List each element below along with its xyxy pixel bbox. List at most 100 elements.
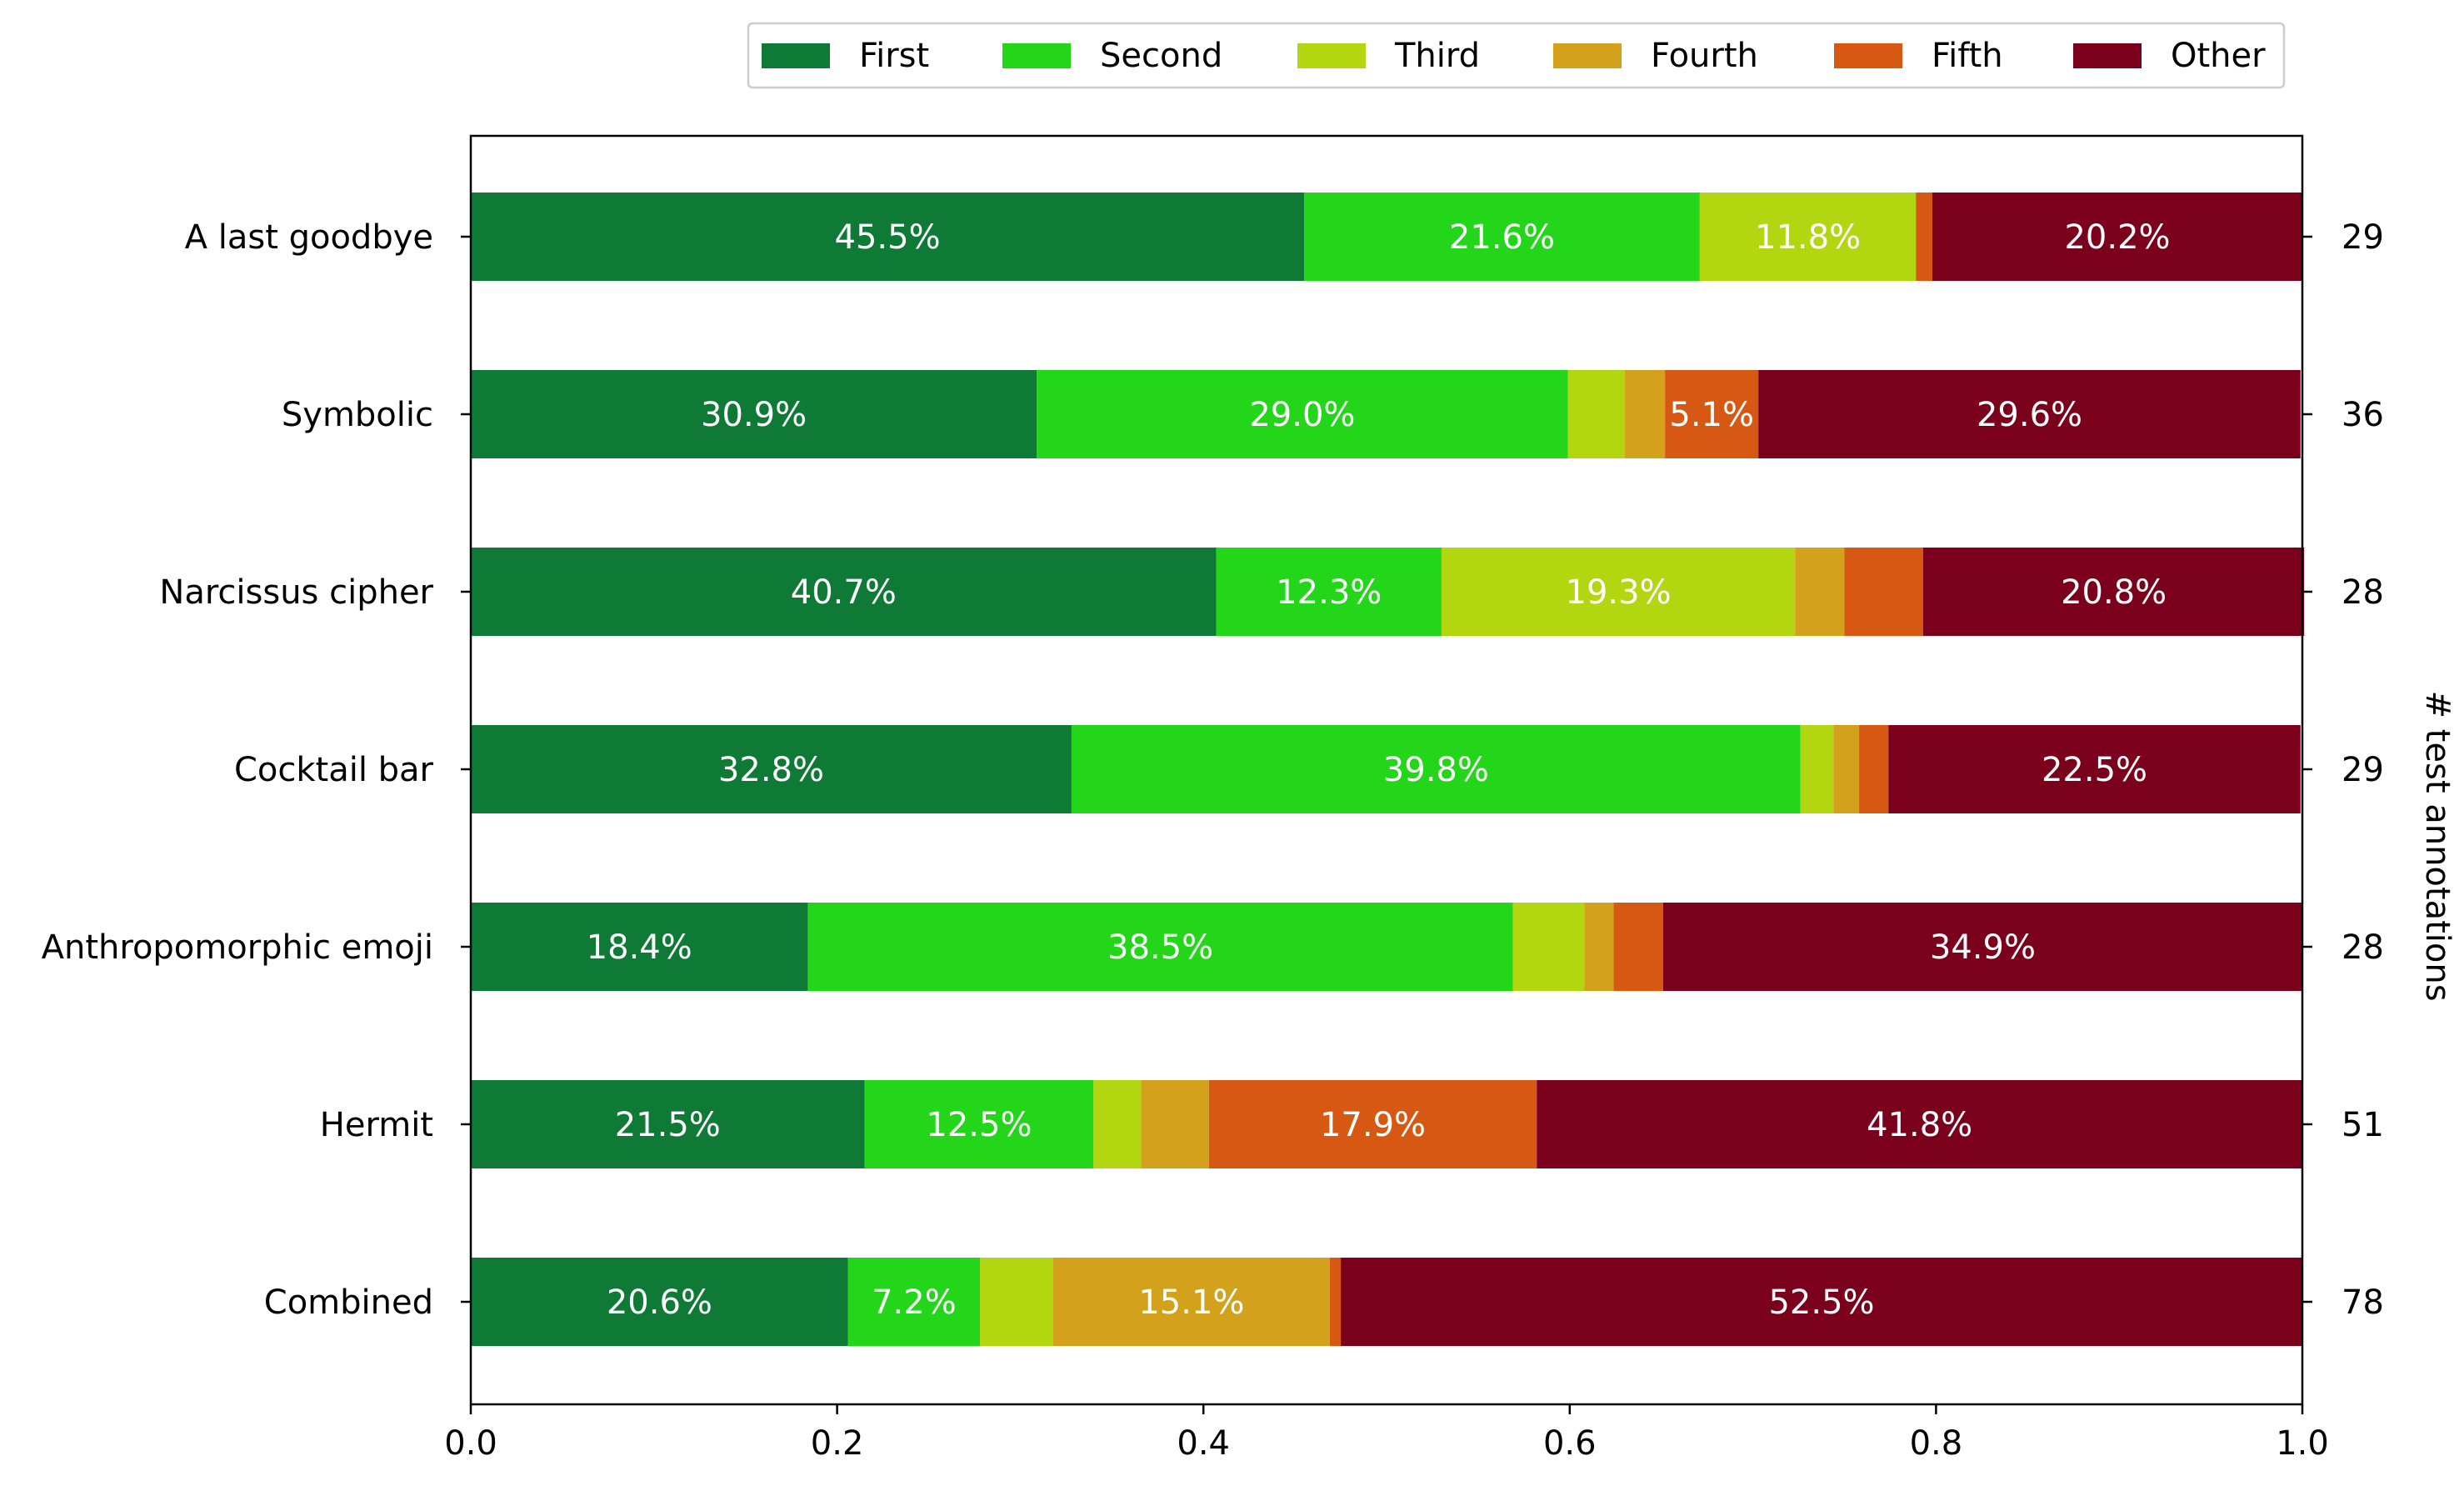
bar-a-last-goodbye-first — [471, 193, 1305, 281]
bar-anthropomorphic-emoji-fifth — [1613, 903, 1663, 991]
count-label-hermit: 51 — [2342, 1106, 2384, 1144]
bar-label-anthropomorphic-emoji-other: 34.9% — [1930, 928, 2036, 967]
x-tick-label: 0.8 — [1910, 1424, 1963, 1463]
bar-label-combined-other: 52.5% — [1768, 1283, 1874, 1322]
bar-hermit-fourth — [1141, 1080, 1209, 1168]
bar-symbolic-third — [1567, 370, 1625, 458]
legend-swatch-first — [762, 43, 830, 68]
bar-narcissus-cipher-second — [1216, 548, 1442, 636]
legend-swatch-fifth — [1834, 43, 1902, 68]
bar-label-a-last-goodbye-third: 11.8% — [1755, 218, 1861, 257]
bar-label-combined-fourth: 15.1% — [1138, 1283, 1244, 1322]
legend: First Second Third Fourth Fifth Other — [747, 22, 2286, 89]
legend-label-third: Third — [1394, 37, 1480, 75]
bar-label-combined-second: 7.2% — [872, 1283, 957, 1322]
bar-anthropomorphic-emoji-second — [807, 903, 1513, 991]
bar-combined-fourth — [1052, 1258, 1330, 1346]
bar-label-narcissus-cipher-first: 40.7% — [791, 573, 897, 612]
count-label-narcissus-cipher: 28 — [2342, 573, 2384, 612]
count-label-cocktail-bar: 29 — [2342, 751, 2384, 789]
bar-cocktail-bar-first — [471, 725, 1072, 813]
x-tick-label: 0.2 — [811, 1424, 864, 1463]
bar-cocktail-bar-third — [1800, 725, 1834, 813]
x-tick-label: 0.6 — [1543, 1424, 1597, 1463]
bar-symbolic-fifth — [1665, 370, 1759, 458]
bar-label-hermit-other: 41.8% — [1867, 1106, 1972, 1144]
bar-anthropomorphic-emoji-other — [1662, 903, 2302, 991]
bar-label-narcissus-cipher-second: 12.3% — [1276, 573, 1382, 612]
bar-anthropomorphic-emoji-first — [471, 903, 808, 991]
bar-hermit-other — [1537, 1080, 2302, 1168]
bars-layer: 45.5% 21.6% 11.8% 20.2% 30.9% 29.0% 5.1% 29.6% 4… — [471, 193, 2305, 1346]
x-tick-label: 1.0 — [2276, 1424, 2329, 1463]
legend-label-second: Second — [1100, 37, 1222, 75]
bar-label-narcissus-cipher-other: 20.8% — [2061, 573, 2167, 612]
category-label-a-last-goodbye: A last goodbye — [185, 218, 433, 257]
bar-combined-first — [471, 1258, 848, 1346]
bar-narcissus-cipher-fourth — [1795, 548, 1845, 636]
bar-a-last-goodbye-second — [1304, 193, 1700, 281]
legend-label-fifth: Fifth — [1932, 37, 2003, 75]
bar-label-a-last-goodbye-first: 45.5% — [835, 218, 941, 257]
count-label-anthropomorphic-emoji: 28 — [2342, 928, 2384, 967]
count-label-a-last-goodbye: 29 — [2342, 218, 2384, 257]
bar-narcissus-cipher-first — [471, 548, 1217, 636]
legend-label-first: First — [859, 37, 929, 75]
bar-hermit-third — [1093, 1080, 1142, 1168]
bar-label-symbolic-first: 30.9% — [701, 396, 807, 434]
bar-a-last-goodbye-fifth — [1916, 193, 1932, 281]
bar-label-a-last-goodbye-other: 20.2% — [2064, 218, 2170, 257]
x-axis: 0.0 0.2 0.4 0.6 0.8 1.0 — [444, 1404, 2329, 1463]
bar-hermit-second — [864, 1080, 1094, 1168]
category-label-hermit: Hermit — [320, 1106, 433, 1144]
bar-label-cocktail-bar-first: 32.8% — [718, 751, 824, 789]
category-label-combined: Combined — [264, 1283, 433, 1322]
legend-swatch-other — [2073, 43, 2142, 68]
count-labels: 29 36 28 29 28 51 78 — [2302, 218, 2384, 1322]
x-tick-label: 0.0 — [444, 1424, 497, 1463]
bar-a-last-goodbye-other — [1932, 193, 2302, 281]
bar-symbolic-first — [471, 370, 1037, 458]
bar-label-anthropomorphic-emoji-second: 38.5% — [1107, 928, 1213, 967]
bar-cocktail-bar-fifth — [1859, 725, 1889, 813]
bar-narcissus-cipher-fifth — [1844, 548, 1924, 636]
bar-cocktail-bar-other — [1888, 725, 2301, 813]
bar-label-symbolic-other: 29.6% — [1977, 396, 2082, 434]
bar-symbolic-second — [1037, 370, 1568, 458]
bar-hermit-fifth — [1208, 1080, 1537, 1168]
count-label-combined: 78 — [2342, 1283, 2384, 1322]
category-label-anthropomorphic-emoji: Anthropomorphic emoji — [42, 928, 433, 967]
bar-label-cocktail-bar-other: 22.5% — [2042, 751, 2147, 789]
bar-symbolic-other — [1758, 370, 2301, 458]
right-axis-title: # test annotations — [2418, 690, 2457, 1001]
bar-label-hermit-fifth: 17.9% — [1320, 1106, 1426, 1144]
legend-frame — [747, 22, 2286, 89]
bar-combined-other — [1341, 1258, 2302, 1346]
bar-label-hermit-second: 12.5% — [926, 1106, 1032, 1144]
bar-label-hermit-first: 21.5% — [615, 1106, 721, 1144]
legend-label-fourth: Fourth — [1651, 37, 1758, 75]
category-label-cocktail-bar: Cocktail bar — [234, 751, 434, 789]
bar-label-cocktail-bar-second: 39.8% — [1383, 751, 1489, 789]
category-label-symbolic: Symbolic — [282, 396, 433, 434]
bar-narcissus-cipher-third — [1441, 548, 1796, 636]
legend-label-other: Other — [2171, 37, 2266, 75]
bar-narcissus-cipher-other — [1923, 548, 2305, 636]
bar-cocktail-bar-second — [1071, 725, 1801, 813]
bar-label-narcissus-cipher-third: 19.3% — [1566, 573, 1672, 612]
bar-combined-second — [847, 1258, 981, 1346]
bar-combined-fifth — [1329, 1258, 1342, 1346]
count-label-symbolic: 36 — [2342, 396, 2384, 434]
bar-anthropomorphic-emoji-fourth — [1584, 903, 1614, 991]
category-labels: A last goodbye Symbolic Narcissus cipher Co… — [42, 218, 471, 1322]
bar-cocktail-bar-fourth — [1833, 725, 1860, 813]
bar-anthropomorphic-emoji-third — [1512, 903, 1585, 991]
bar-a-last-goodbye-third — [1699, 193, 1917, 281]
bar-symbolic-fourth — [1624, 370, 1666, 458]
legend-swatch-fourth — [1553, 43, 1622, 68]
legend-swatch-second — [1002, 43, 1071, 68]
bar-label-anthropomorphic-emoji-first: 18.4% — [587, 928, 692, 967]
bar-label-symbolic-second: 29.0% — [1249, 396, 1355, 434]
bar-label-combined-first: 20.6% — [607, 1283, 712, 1322]
